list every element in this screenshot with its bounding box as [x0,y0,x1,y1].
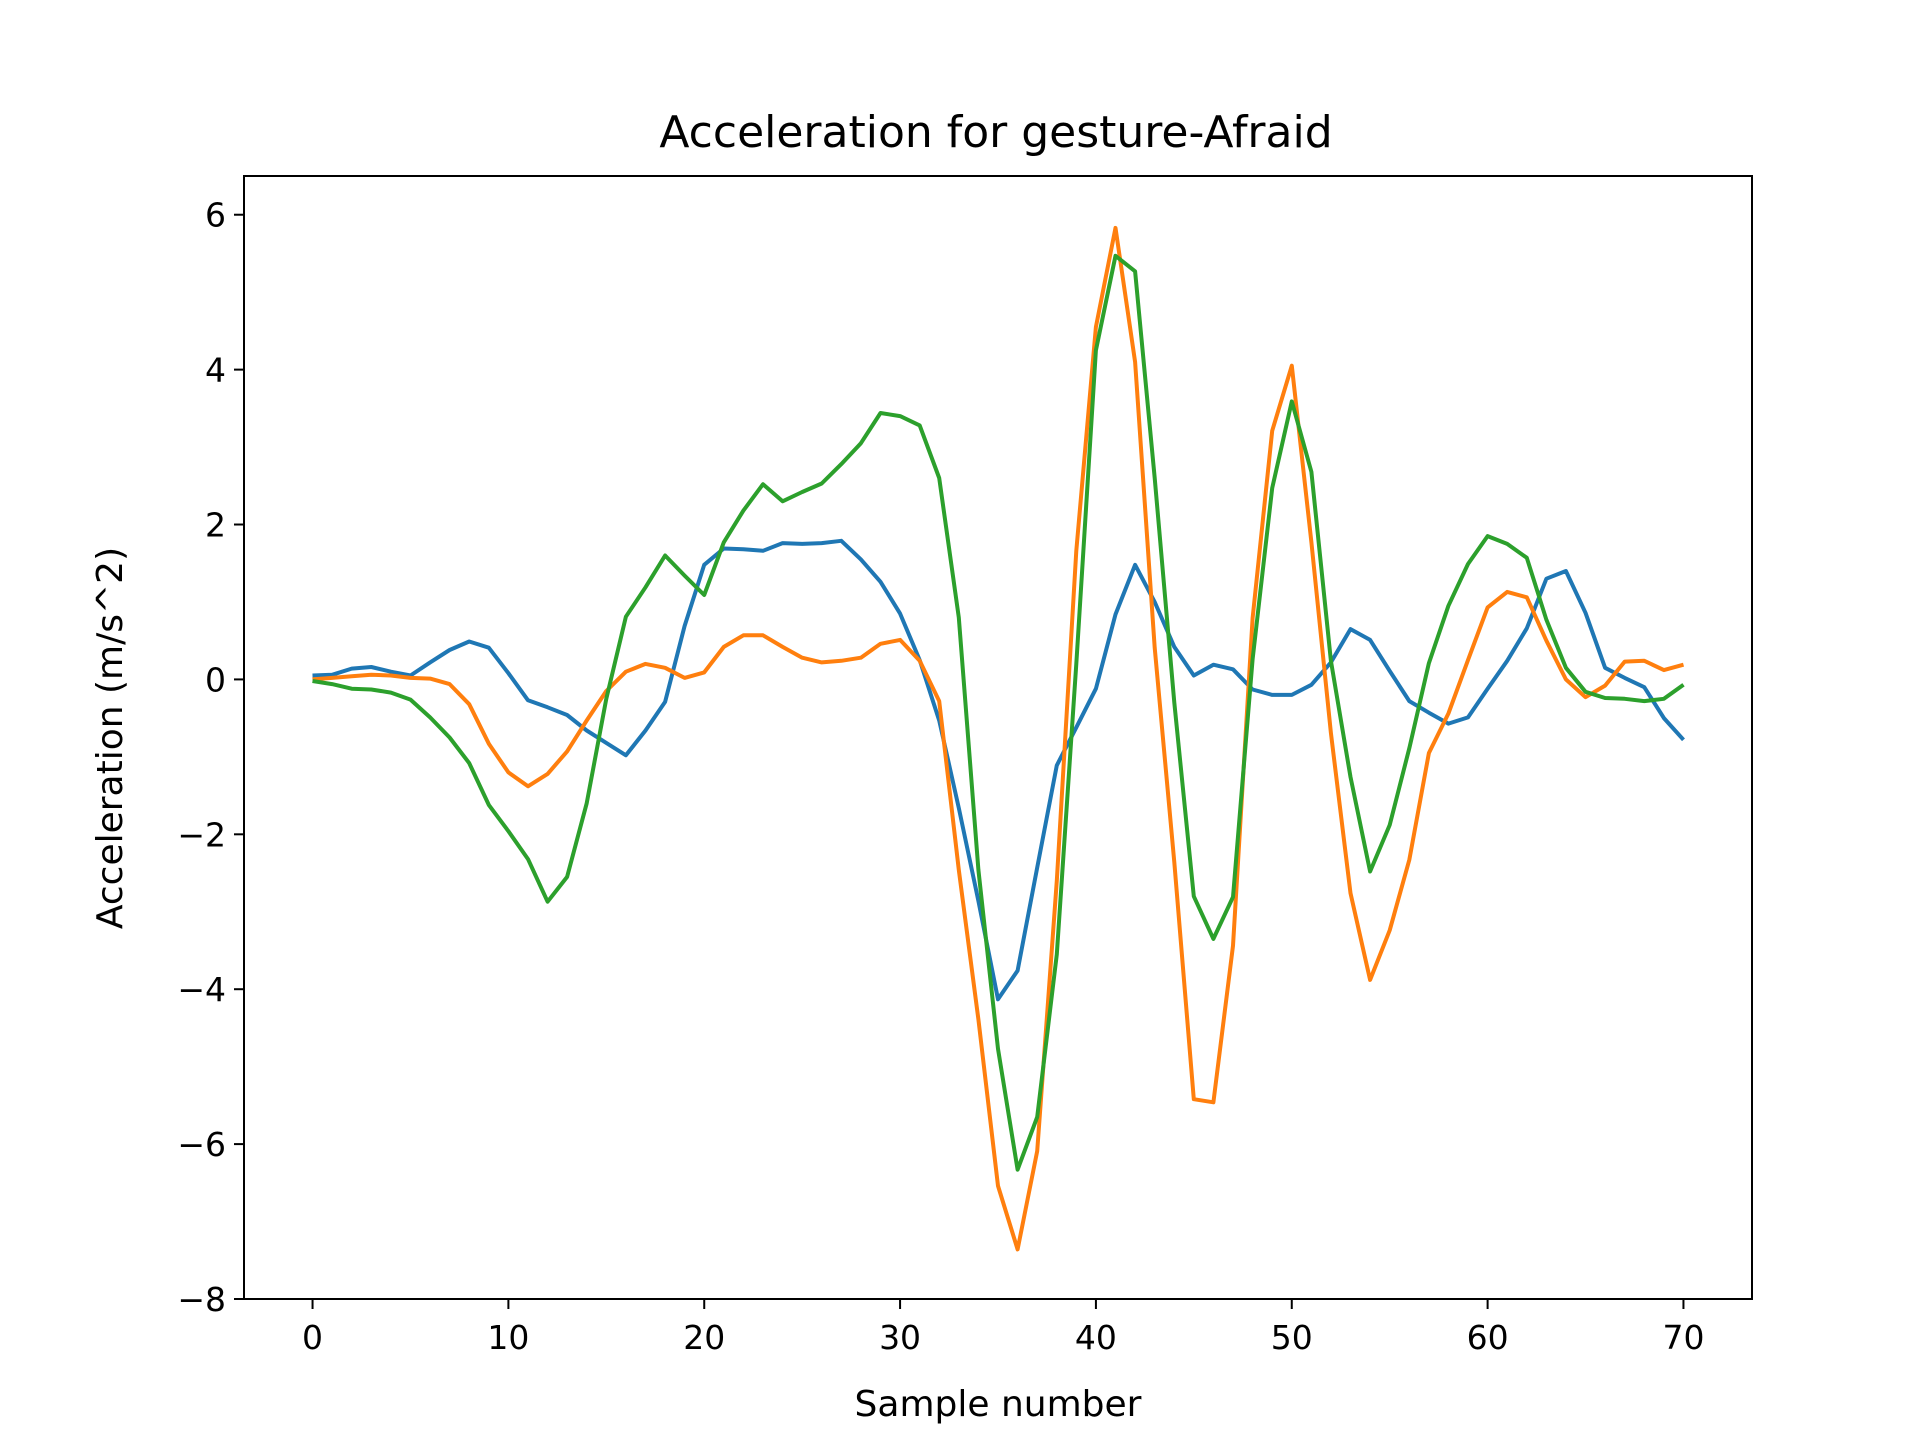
y-tick-label: 0 [205,660,226,699]
y-tick-label: 4 [205,351,226,390]
x-axis: 0 10 20 30 40 50 60 70 [302,1299,1704,1357]
y-axis-label: Acceleration (m/s^2) [90,547,131,929]
series-line-2 [312,225,1685,1252]
x-tick-label: 50 [1271,1318,1313,1357]
y-tick-label: −6 [177,1125,226,1164]
series-line-3 [312,253,1685,1172]
series-line-1 [312,538,1685,1002]
x-tick-label: 60 [1467,1318,1509,1357]
y-axis: −8 −6 −4 −2 0 2 4 6 [177,196,244,1319]
x-tick-label: 70 [1662,1318,1704,1357]
chart-title: Acceleration for gesture-Afraid [659,107,1332,158]
x-tick-label: 20 [683,1318,725,1357]
plot-area-frame [243,175,1753,1300]
x-tick-label: 40 [1075,1318,1117,1357]
x-tick-label: 30 [879,1318,921,1357]
x-axis-label: Sample number [855,1384,1142,1425]
y-tick-label: −4 [177,970,226,1009]
x-tick-label: 10 [487,1318,529,1357]
y-tick-label: −2 [177,815,226,854]
y-tick-label: 2 [205,506,226,545]
y-tick-label: −8 [177,1280,226,1319]
x-tick-label: 0 [302,1318,323,1357]
series-layer [312,225,1685,1252]
y-tick-label: 6 [205,196,226,235]
